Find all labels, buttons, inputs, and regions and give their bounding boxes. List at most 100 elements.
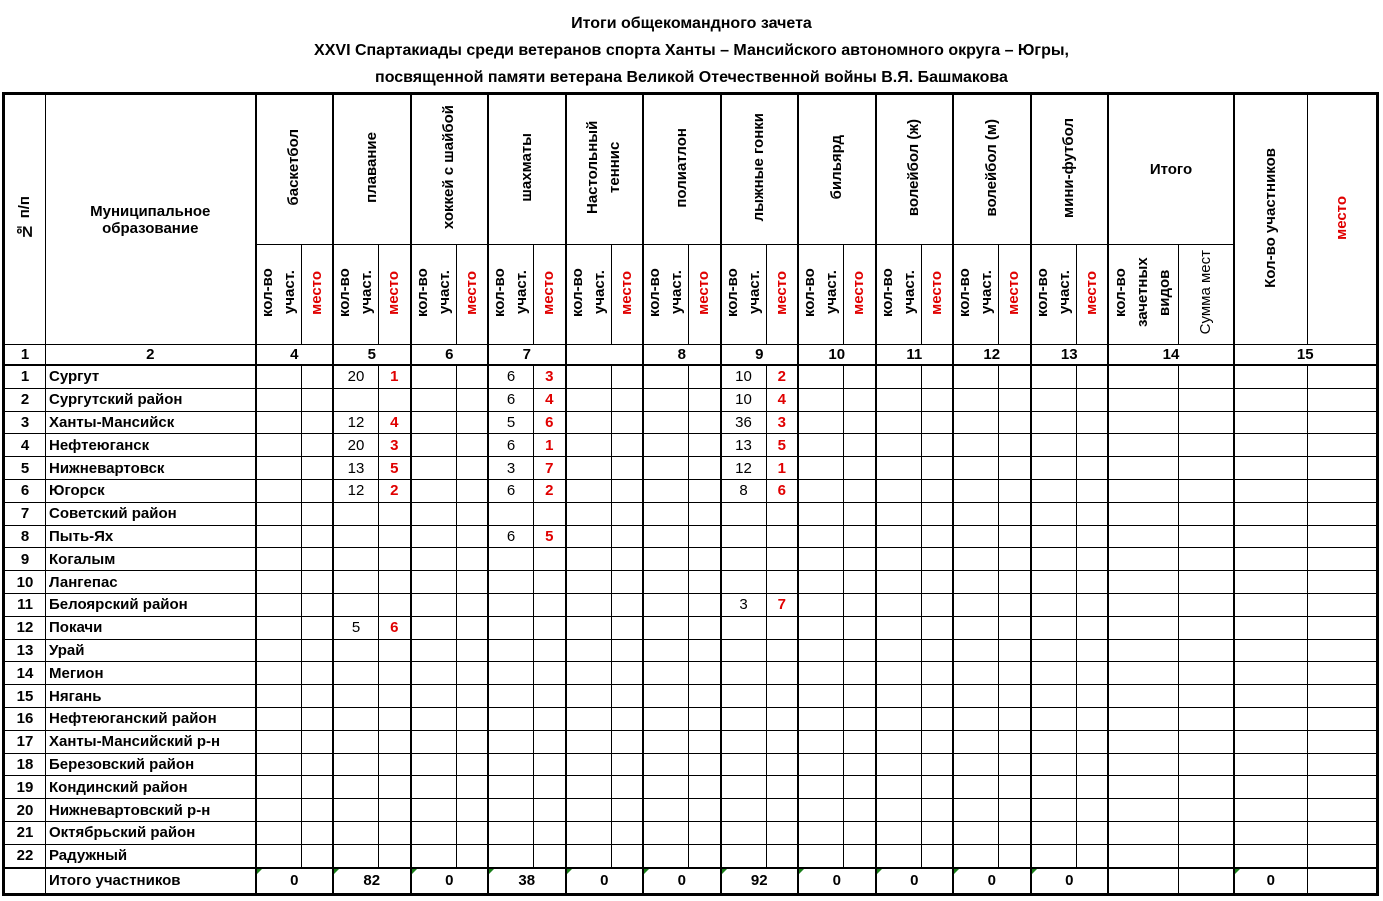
place-value [998, 592, 1031, 617]
total-kinds [1107, 570, 1179, 594]
total-sum [1177, 684, 1235, 708]
place-value [378, 592, 411, 617]
participants-count: 12 [719, 456, 767, 480]
participants-count [1029, 798, 1077, 822]
place-value: 2 [533, 478, 566, 503]
participants-count [952, 387, 999, 412]
place-value [533, 661, 566, 686]
table-row: 7 Советский район [3, 501, 1378, 526]
participants-count [952, 661, 999, 686]
place-value [610, 592, 644, 617]
participants-count [487, 547, 534, 572]
total-sum [1177, 387, 1235, 412]
participants-count [1029, 684, 1077, 708]
place-value [843, 706, 876, 731]
final-place [1306, 820, 1378, 845]
place-value [688, 752, 721, 777]
participants-count [952, 706, 999, 731]
place-value [688, 820, 721, 845]
place-value [998, 547, 1031, 572]
place-value [610, 684, 644, 708]
sport-total: 38 [487, 866, 566, 895]
participants-count [1029, 615, 1077, 640]
header-sport-4: шахматы [487, 93, 566, 245]
participants-count [254, 387, 302, 412]
place-value: 7 [765, 592, 799, 617]
place-value [688, 570, 721, 594]
total-kinds [1107, 752, 1179, 777]
place-value [533, 592, 566, 617]
place-value [765, 798, 799, 822]
participants-count [409, 775, 457, 800]
header-sport-place-label: место [772, 270, 790, 315]
participants-count [332, 820, 379, 845]
header-sport-6-label: полиатлон [672, 127, 690, 208]
header-qty: кол-во участ. [332, 244, 379, 345]
participants-count [797, 638, 844, 663]
place-value: 3 [378, 433, 411, 458]
title-line-2: XXVI Спартакиады среди ветеранов спорта … [314, 42, 1069, 59]
participants-count: 6 [487, 478, 534, 503]
participants-count [409, 820, 457, 845]
place-value [610, 729, 644, 754]
header-sport-9-label: волейбол (ж) [905, 118, 923, 217]
participants-count [797, 433, 844, 458]
participants-count [409, 387, 457, 412]
participants-count [642, 729, 689, 754]
participants-total [1233, 820, 1308, 845]
place-value [1075, 661, 1109, 686]
header-municipality: Муниципальное образование [45, 93, 256, 345]
total-sum [1177, 775, 1235, 800]
total-kinds [1107, 684, 1179, 708]
participants-count [719, 524, 767, 549]
participants-count [409, 684, 457, 708]
total-sum [1177, 798, 1235, 822]
place-value: 4 [765, 387, 799, 412]
participants-count [797, 456, 844, 480]
participants-count [409, 524, 457, 549]
colnum: 6 [409, 344, 489, 366]
participants-count [719, 729, 767, 754]
municipality-name: Нягань [45, 684, 256, 708]
row-number: 17 [3, 729, 46, 754]
participants-count [719, 843, 767, 869]
participants-count [719, 615, 767, 640]
final-place [1306, 706, 1378, 731]
participants-total [1233, 478, 1308, 503]
place-value [300, 820, 334, 845]
participants-count [564, 524, 612, 549]
participants-count: 12 [332, 410, 379, 435]
place-value [610, 798, 644, 822]
participants-count [952, 524, 999, 549]
place-value [300, 798, 334, 822]
participants-count [952, 410, 999, 435]
participants-total [1233, 410, 1308, 435]
row-number: 3 [3, 410, 46, 435]
participants-count: 5 [487, 410, 534, 435]
header-qty-label: кол-во участ. [801, 268, 840, 317]
place-value [610, 364, 644, 389]
place-value [378, 638, 411, 663]
header-sport-11: мини-футбол [1029, 93, 1109, 245]
place-value [998, 661, 1031, 686]
header-sport-8: бильярд [797, 93, 876, 245]
participants-total [1233, 729, 1308, 754]
participants-count [719, 820, 767, 845]
participants-count [952, 798, 999, 822]
participants-count [797, 364, 844, 389]
participants-count [642, 798, 689, 822]
table-row: 10 Лангепас [3, 570, 1378, 594]
header-qty-label: кол-во участ. [336, 268, 375, 317]
row-number: 18 [3, 752, 46, 777]
place-value [998, 387, 1031, 412]
participants-total [1233, 547, 1308, 572]
participants-count [642, 775, 689, 800]
totals-label: Итого участников [45, 866, 256, 895]
header-sport-place: место [920, 244, 954, 345]
place-value [1075, 729, 1109, 754]
place-value [998, 570, 1031, 594]
place-value [765, 524, 799, 549]
place-value [843, 775, 876, 800]
participants-count [254, 798, 302, 822]
totals-num [3, 866, 46, 895]
